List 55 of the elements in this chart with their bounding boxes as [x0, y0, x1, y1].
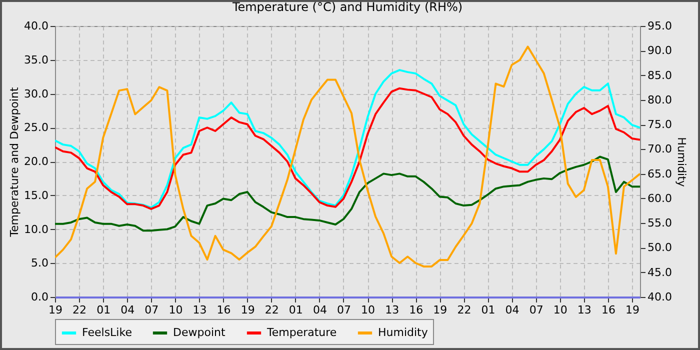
y-tick-label: 35.0: [24, 53, 48, 66]
x-tick-label: 04: [120, 304, 135, 316]
x-tick-label: 22: [72, 304, 87, 316]
y2-axis-title: Humidity: [674, 137, 688, 188]
x-tick-label: 13: [385, 304, 400, 316]
y-tick-label: 15.0: [24, 188, 48, 202]
x-tick-label: 16: [216, 304, 231, 316]
y2-tick-label: 60.0: [648, 192, 672, 205]
y2-tick-label: 85.0: [648, 68, 672, 82]
y-tick-label: 5.0: [31, 256, 48, 270]
y2-tick-label: 50.0: [648, 241, 672, 254]
legend-label: Humidity: [378, 326, 428, 339]
x-tick-label: 07: [529, 304, 544, 316]
legend-label: Temperature: [266, 326, 337, 339]
x-tick-label: 13: [192, 304, 207, 316]
x-tick-label: 22: [457, 304, 472, 316]
x-tick-label: 10: [361, 304, 376, 316]
y-axis-title: Temperature and Dewpoint: [8, 86, 22, 238]
y-tick-label: 10.0: [24, 222, 48, 236]
line-series: [55, 46, 640, 268]
x-tick-label: 04: [312, 304, 327, 316]
legend-label: Dewpoint: [173, 326, 226, 339]
y-tick-label: 0.0: [31, 290, 48, 304]
x-tick-label: 22: [264, 304, 279, 316]
y-tick-label: 20.0: [24, 155, 48, 168]
y-tick-label: 40.0: [24, 20, 48, 32]
y2-tick-label: 40.0: [648, 290, 672, 304]
x-tick-label: 01: [288, 304, 303, 316]
y2-tick-label: 90.0: [648, 44, 672, 58]
y2-tick-label: 80.0: [648, 93, 672, 106]
y2-tick-label: 45.0: [648, 266, 672, 279]
x-tick-label: 19: [48, 304, 62, 316]
y2-tick-label: 65.0: [648, 167, 672, 180]
chart-title: Temperature (°C) and Humidity (RH%): [231, 0, 463, 14]
y-tick-label: 25.0: [24, 121, 48, 134]
x-tick-label: 10: [553, 304, 568, 316]
x-tick-label: 01: [481, 304, 496, 316]
x-tick-label: 19: [433, 304, 448, 316]
x-tick-label: 10: [168, 304, 183, 316]
y2-tick-label: 95.0: [648, 20, 672, 32]
legend-label: FeelsLike: [82, 326, 132, 339]
x-tick-label: 04: [505, 304, 520, 316]
y-tick-label: 30.0: [24, 87, 48, 100]
x-tick-label: 07: [336, 304, 351, 316]
x-tick-label: 16: [409, 304, 424, 316]
x-tick-label: 16: [601, 304, 616, 316]
x-tick-label: 19: [240, 304, 255, 316]
y2-tick-label: 70.0: [648, 142, 672, 156]
x-tick-label: 07: [144, 304, 159, 316]
y2-tick-label: 75.0: [648, 118, 672, 132]
line-series: [55, 156, 640, 232]
x-tick-label: 19: [625, 304, 640, 316]
x-tick-label: 01: [96, 304, 111, 316]
x-tick-label: 13: [577, 304, 592, 316]
y2-tick-label: 55.0: [648, 216, 672, 230]
